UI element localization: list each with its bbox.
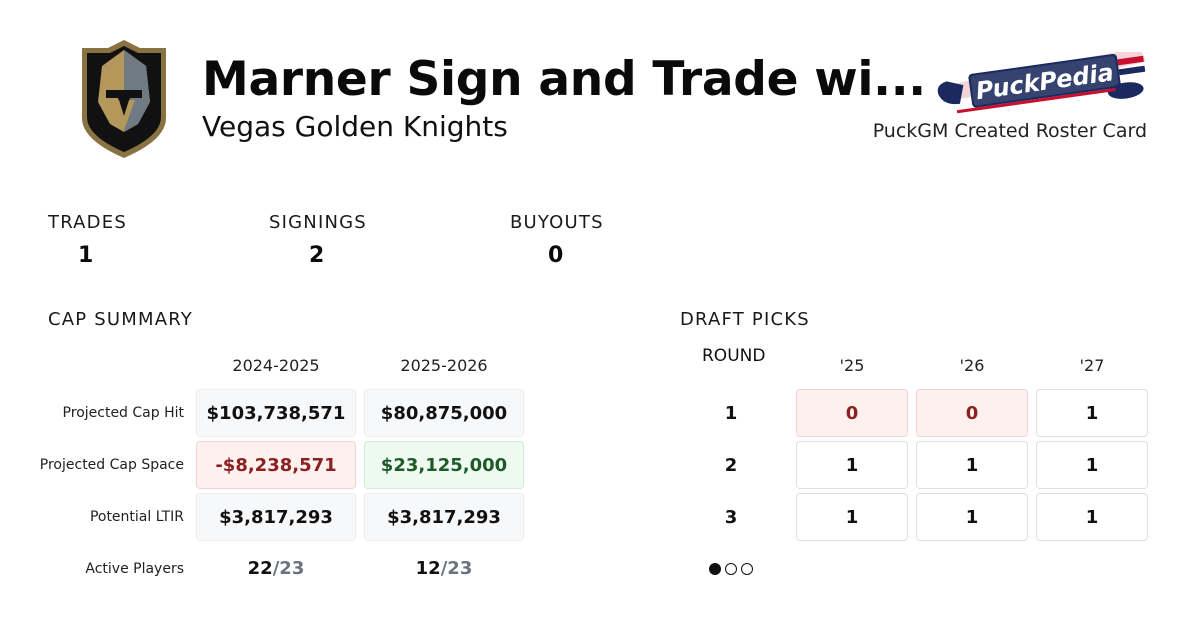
pick-cell[interactable]: 0 [796,389,908,437]
stat-label: TRADES [48,212,127,233]
stat-trades: TRADES 1 [48,212,168,268]
year-header: '26 [959,356,985,375]
pick-cell[interactable]: 1 [1036,441,1148,489]
active-count: 12 [415,558,441,579]
cap-space-cell: $23,125,000 [364,441,524,489]
puckpedia-logo[interactable]: PuckPedia [934,52,1152,116]
pick-cell[interactable]: 1 [1036,389,1148,437]
team-logo-icon [82,40,166,158]
row-label-active-players: Active Players [85,561,184,577]
ltir-cell: $3,817,293 [196,493,356,541]
round-number: 2 [724,455,738,476]
year-header: '25 [839,356,865,375]
pick-cell[interactable]: 1 [1036,493,1148,541]
season-header: 2025-2026 [400,356,488,375]
stat-label: SIGNINGS [269,212,367,233]
row-label-cap-space: Projected Cap Space [39,457,184,473]
round-number: 3 [724,507,738,528]
pick-cell[interactable]: 1 [916,493,1028,541]
team-name: Vegas Golden Knights [202,110,508,143]
active-players-value: 12/23 [364,558,524,579]
round-header: ROUND [702,346,766,366]
stat-value: 0 [548,243,564,268]
cap-hit-cell: $80,875,000 [364,389,524,437]
stat-value: 2 [309,243,325,268]
stat-label: BUYOUTS [510,212,604,233]
roster-card-caption: PuckGM Created Roster Card [872,120,1147,142]
page-dot-2[interactable] [725,563,737,575]
page-dot-1[interactable] [709,563,721,575]
active-max: /23 [272,558,305,579]
pagination-dots [709,563,753,575]
active-max: /23 [440,558,473,579]
pick-cell[interactable]: 1 [916,441,1028,489]
active-count: 22 [247,558,273,579]
cap-summary-title: CAP SUMMARY [48,309,193,330]
pick-cell[interactable]: 0 [916,389,1028,437]
page-title: Marner Sign and Trade wi... [202,52,926,107]
draft-picks-title: DRAFT PICKS [680,309,810,330]
row-label-ltir: Potential LTIR [89,509,184,525]
stat-buyouts: BUYOUTS 0 [510,212,630,268]
page-dot-3[interactable] [741,563,753,575]
active-players-value: 22/23 [196,558,356,579]
pick-cell[interactable]: 1 [796,441,908,489]
cap-hit-cell: $103,738,571 [196,389,356,437]
stat-signings: SIGNINGS 2 [269,212,389,268]
pick-cell[interactable]: 1 [796,493,908,541]
ltir-cell: $3,817,293 [364,493,524,541]
season-header: 2024-2025 [232,356,320,375]
stat-value: 1 [78,243,94,268]
year-header: '27 [1079,356,1105,375]
round-number: 1 [724,403,738,424]
cap-space-cell: -$8,238,571 [196,441,356,489]
row-label-cap-hit: Projected Cap Hit [62,405,184,421]
